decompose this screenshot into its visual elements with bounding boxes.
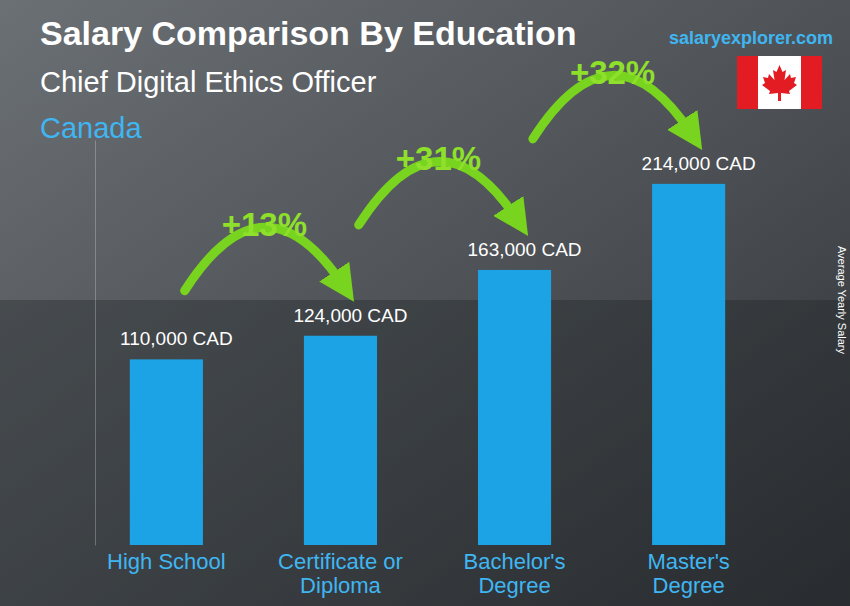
x-tick-label-line: Diploma [300, 573, 381, 598]
subtitle: Chief Digital Ethics Officer [40, 66, 377, 98]
background [0, 0, 850, 606]
value-label: 163,000 CAD [468, 239, 582, 260]
country: Canada [40, 112, 142, 144]
flag [737, 56, 822, 109]
bar [652, 184, 725, 545]
x-tick: Bachelor'sDegree [464, 549, 566, 598]
x-tick-label: Bachelor'sDegree [464, 549, 566, 598]
bar [304, 336, 377, 545]
flag-band [737, 56, 758, 109]
value-label: 124,000 CAD [293, 305, 407, 326]
value-label: 214,000 CAD [642, 153, 756, 174]
x-tick-label-line: Master's [647, 549, 729, 574]
y-axis-title: Average Yearly Salary [836, 246, 848, 355]
increase-label: +13% [222, 206, 307, 243]
title: Salary Comparison By Education [40, 14, 577, 52]
flag-band [801, 56, 822, 109]
chart: 110,000 CAD 124,000 CAD 163,000 CAD 214,000… [0, 0, 850, 606]
flag-leaf [762, 65, 797, 101]
x-tick-label-line: Degree [478, 573, 550, 598]
value-label: 110,000 CAD [120, 328, 233, 349]
bar [478, 270, 551, 545]
x-tick-label-line: Bachelor's [464, 549, 566, 574]
x-tick-label: High School [107, 549, 226, 574]
increase-label: +31% [396, 140, 481, 177]
x-tick-label: Certificate orDiploma [278, 549, 403, 598]
source: salaryexplorer.com [669, 28, 833, 48]
x-tick: Master'sDegree [647, 549, 729, 598]
x-tick: High School [107, 549, 226, 574]
bars [130, 184, 725, 545]
x-tick-label: Master'sDegree [647, 549, 729, 598]
increase-label: +32% [570, 54, 655, 91]
bar [130, 359, 203, 545]
y-axis [95, 141, 96, 546]
y-axis-line [95, 141, 96, 546]
x-tick: Certificate orDiploma [278, 549, 403, 598]
flag-field [737, 56, 822, 109]
x-tick-label-line: High School [107, 549, 226, 574]
x-tick-label-line: Certificate or [278, 549, 403, 574]
x-axis: High School Certificate orDiploma Bachelor… [107, 549, 730, 598]
x-tick-label-line: Degree [653, 573, 725, 598]
